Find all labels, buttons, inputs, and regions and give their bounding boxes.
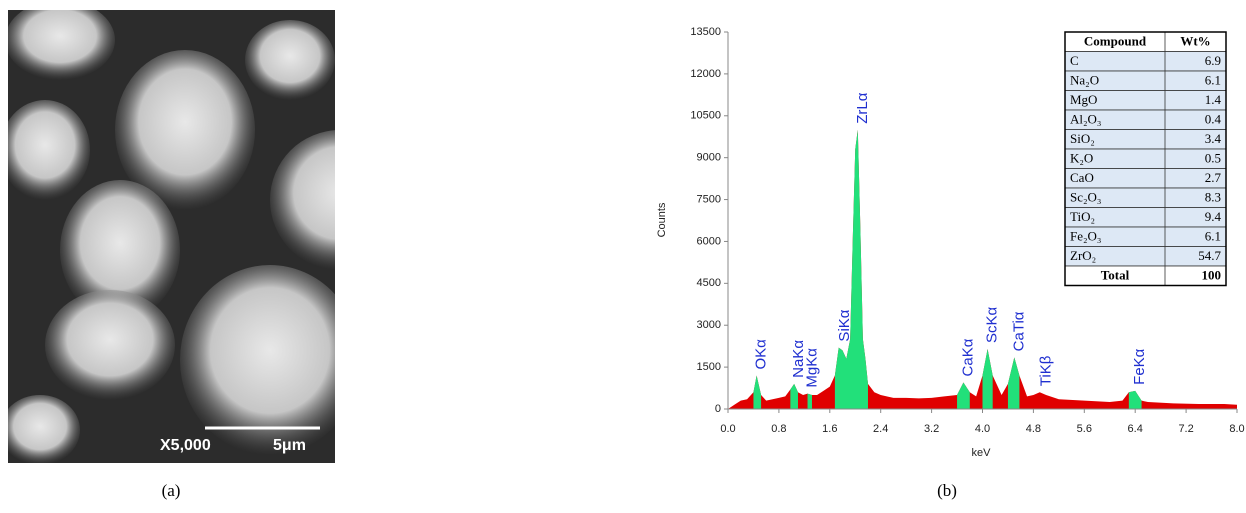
table-cell: TiO₂: [1070, 209, 1095, 224]
x-tick-label: 0.8: [771, 423, 786, 435]
table-cell: Wt%: [1180, 34, 1210, 49]
y-tick-label: 10500: [690, 110, 721, 122]
table-cell: Compound: [1084, 34, 1147, 49]
sem-image: X5,000 5μm: [8, 10, 335, 463]
peak-label: FeKα: [1131, 348, 1148, 385]
table-cell: MgO: [1070, 92, 1097, 107]
x-axis-label: keV: [972, 447, 992, 459]
peak-label: SiKα: [836, 309, 853, 341]
table-cell: Al₂O₃: [1070, 112, 1101, 127]
table-cell: Na₂O: [1070, 73, 1099, 88]
table-cell: Fe₂O₃: [1070, 229, 1101, 244]
y-tick-label: 9000: [697, 152, 721, 164]
peak-label: OKα: [753, 339, 770, 370]
caption: (a): [162, 481, 181, 500]
x-tick-label: 1.6: [822, 423, 837, 435]
x-tick-label: 5.6: [1077, 423, 1092, 435]
table-cell: 2.7: [1205, 170, 1222, 185]
scale-label: 5μm: [273, 437, 306, 454]
table-cell: 9.4: [1205, 209, 1222, 224]
magnification: X5,000: [160, 437, 211, 454]
table-cell: Sc₂O₃: [1070, 190, 1101, 205]
table-cell: C: [1070, 53, 1079, 68]
x-tick-label: 8.0: [1229, 423, 1244, 435]
y-tick-label: 7500: [697, 193, 721, 205]
y-tick-label: 13500: [690, 26, 721, 38]
table-cell: 100: [1202, 268, 1222, 283]
table-cell: 1.4: [1205, 92, 1222, 107]
caption: (b): [937, 481, 957, 500]
peak-label: ZrLα: [854, 92, 871, 124]
table-cell: 6.9: [1205, 53, 1221, 68]
peak-label: NaKα: [790, 340, 807, 378]
table-cell: Total: [1101, 268, 1130, 283]
y-tick-label: 0: [715, 403, 721, 415]
peak-label: CaKα: [959, 338, 976, 376]
x-tick-label: 4.8: [1026, 423, 1041, 435]
table-cell: 8.3: [1205, 190, 1221, 205]
x-tick-label: 4.0: [975, 423, 990, 435]
x-tick-label: 0.0: [720, 423, 735, 435]
peak-label: MgKα: [804, 348, 821, 388]
table-cell: K₂O: [1070, 151, 1093, 166]
table-cell: SiO₂: [1070, 131, 1095, 146]
x-tick-label: 2.4: [873, 423, 888, 435]
y-tick-label: 3000: [697, 319, 721, 331]
spectrum-area: [753, 129, 1142, 410]
x-tick-label: 7.2: [1178, 423, 1193, 435]
y-tick-label: 1500: [697, 361, 721, 373]
table-cell: 54.7: [1198, 248, 1221, 263]
table-cell: 0.4: [1205, 112, 1222, 127]
y-tick-label: 6000: [697, 235, 721, 247]
y-tick-label: 12000: [690, 68, 721, 80]
x-tick-label: 3.2: [924, 423, 939, 435]
peak-label: CaTiα: [1010, 311, 1027, 351]
table-cell: 6.1: [1205, 73, 1221, 88]
table-border: [1064, 31, 1227, 287]
table-cell: 3.4: [1205, 131, 1222, 146]
table-cell: 6.1: [1205, 229, 1221, 244]
table-cell: 0.5: [1205, 151, 1221, 166]
table-row: [1064, 51, 1227, 72]
table-cell: ZrO₂: [1070, 248, 1096, 263]
peak-label: ScKα: [984, 306, 1001, 343]
table-cell: CaO: [1070, 170, 1094, 185]
y-tick-label: 4500: [697, 277, 721, 289]
x-tick-label: 6.4: [1128, 423, 1143, 435]
y-axis-label: Counts: [656, 202, 668, 237]
peak-label: TiKβ: [1038, 355, 1055, 386]
